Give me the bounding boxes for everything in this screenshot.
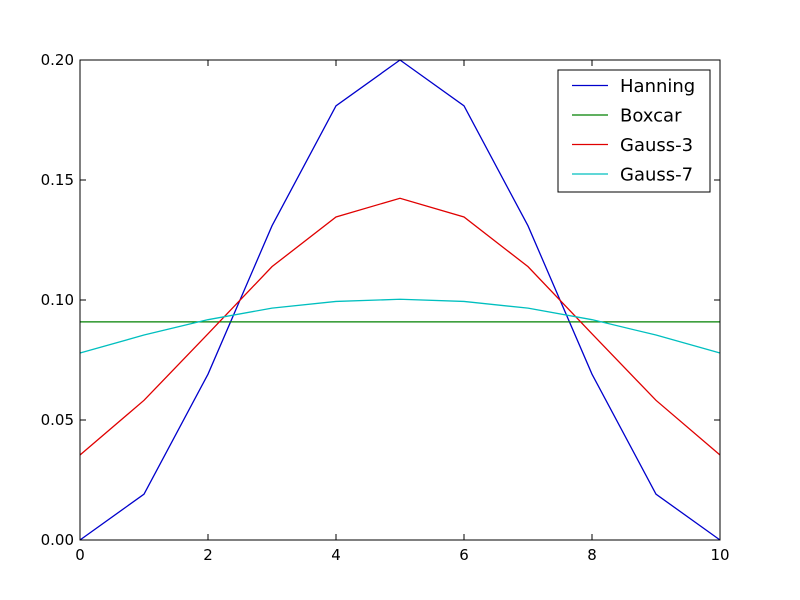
x-tick-label: 4 bbox=[331, 546, 341, 564]
legend-box bbox=[557, 69, 711, 193]
plot-frame bbox=[79, 59, 721, 541]
x-tick-label: 6 bbox=[459, 546, 469, 564]
y-tick-label: 0.10 bbox=[41, 291, 74, 309]
y-tick-label: 0.05 bbox=[41, 411, 74, 429]
legend-label-gauss-7: Gauss-7 bbox=[620, 165, 693, 186]
y-tick-label: 0.15 bbox=[41, 171, 74, 189]
y-tick-label: 0.00 bbox=[41, 531, 74, 549]
x-tick-label: 8 bbox=[587, 546, 597, 564]
x-tick-label: 10 bbox=[710, 546, 729, 564]
x-tick-label: 0 bbox=[75, 546, 85, 564]
x-tick-label: 2 bbox=[203, 546, 213, 564]
legend-label-gauss-3: Gauss-3 bbox=[620, 135, 693, 156]
legend-label-hanning: Hanning bbox=[620, 76, 695, 97]
series-line-gauss-7 bbox=[79, 298, 721, 354]
legend: Hanning Boxcar Gauss-3 Gauss-7 bbox=[557, 69, 711, 193]
series-line-gauss-3 bbox=[79, 197, 721, 456]
y-tick-label: 0.20 bbox=[41, 51, 74, 69]
legend-label-boxcar: Boxcar bbox=[620, 106, 682, 127]
